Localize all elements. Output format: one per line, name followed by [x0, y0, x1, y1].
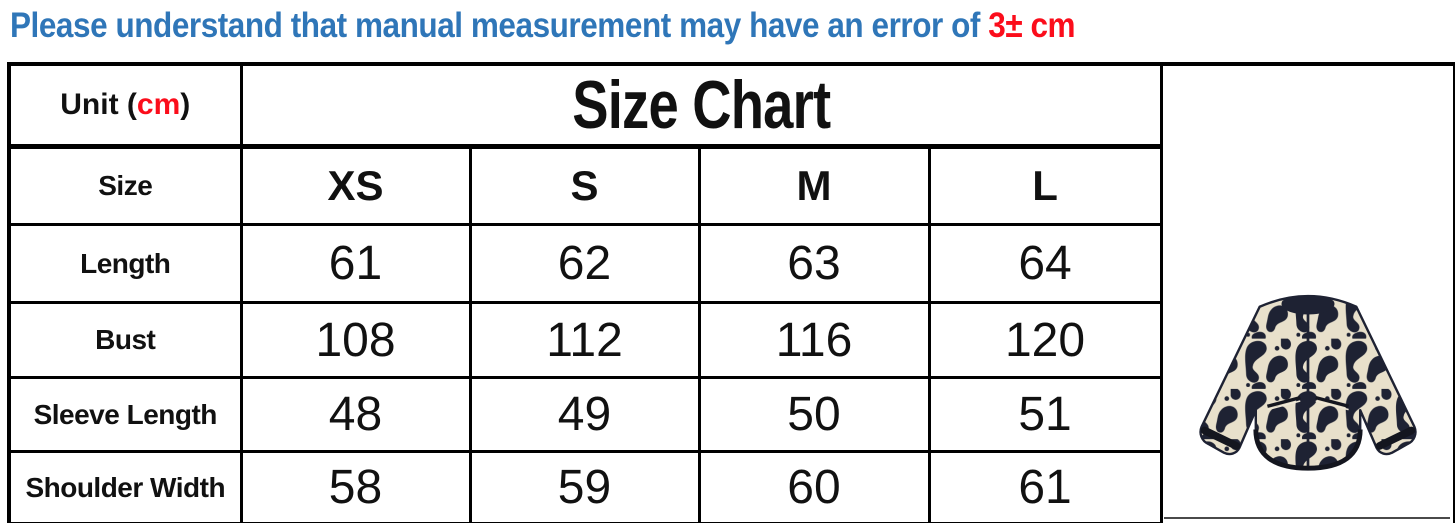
value-cell: 60	[697, 450, 931, 523]
size-chart-table: Unit (cm) Size Chart	[7, 62, 1455, 523]
size-row-label: Size	[7, 145, 243, 226]
size-header-row: Size XS S M L	[7, 145, 1455, 226]
jacket-left-pocket	[1266, 395, 1301, 408]
disclaimer-error-value: 3± cm	[988, 6, 1076, 45]
jacket-right-cuff	[1375, 426, 1416, 450]
row-label: Length	[7, 223, 243, 304]
disclaimer-text: Please understand that manual measuremen…	[10, 6, 989, 45]
value-cell: 63	[697, 223, 931, 304]
value-cell: 120	[927, 301, 1163, 379]
value-cell: 116	[697, 301, 931, 379]
value-cell: 61	[239, 223, 472, 304]
row-label: Sleeve Length	[7, 376, 243, 453]
row-label: Shoulder Width	[7, 450, 243, 523]
size-col-m: M	[697, 145, 931, 226]
value-cell: 61	[927, 450, 1163, 523]
value-cell: 50	[697, 376, 931, 453]
product-image-cell	[1159, 62, 1455, 523]
jacket-front-opening	[1306, 311, 1310, 466]
unit-title-row: Unit (cm) Size Chart	[7, 62, 1455, 523]
jacket-left-cuff	[1200, 426, 1241, 450]
value-cell: 49	[468, 376, 701, 453]
product-image	[1164, 146, 1452, 484]
measurement-row-sleeve-length: Sleeve Length 48 49 50 51	[7, 376, 1455, 453]
unit-label-prefix: Unit (	[60, 88, 137, 121]
size-col-l: L	[927, 145, 1163, 226]
size-col-s: S	[468, 145, 701, 226]
measurement-row-bust: Bust 108 112 116 120	[7, 301, 1455, 379]
value-cell: 108	[239, 301, 472, 379]
jacket-right-pocket	[1315, 395, 1349, 408]
size-col-xs: XS	[239, 145, 472, 226]
value-cell: 51	[927, 376, 1163, 453]
unit-label: Unit (cm)	[7, 62, 243, 149]
photo-column-gridline	[1164, 517, 1450, 519]
value-cell: 64	[927, 223, 1163, 304]
value-cell: 59	[468, 450, 701, 523]
row-label: Bust	[7, 301, 243, 379]
value-cell: 48	[239, 376, 472, 453]
jacket-image	[1199, 294, 1417, 471]
table-title: Size Chart	[572, 67, 831, 143]
unit-label-cm: cm	[136, 88, 181, 121]
unit-label-suffix: )	[180, 88, 191, 121]
value-cell: 58	[239, 450, 472, 523]
measurement-row-shoulder-width: Shoulder Width 58 59 60 61	[7, 450, 1455, 523]
table-title-cell: Size Chart	[239, 62, 1163, 149]
measurement-row-length: Length 61 62 63 64	[7, 223, 1455, 304]
measurement-disclaimer: Please understand that manual measuremen…	[10, 6, 1076, 46]
value-cell: 62	[468, 223, 701, 304]
jacket-hem-trim	[1253, 428, 1363, 471]
value-cell: 112	[468, 301, 701, 379]
jacket-neckline	[1281, 295, 1335, 314]
